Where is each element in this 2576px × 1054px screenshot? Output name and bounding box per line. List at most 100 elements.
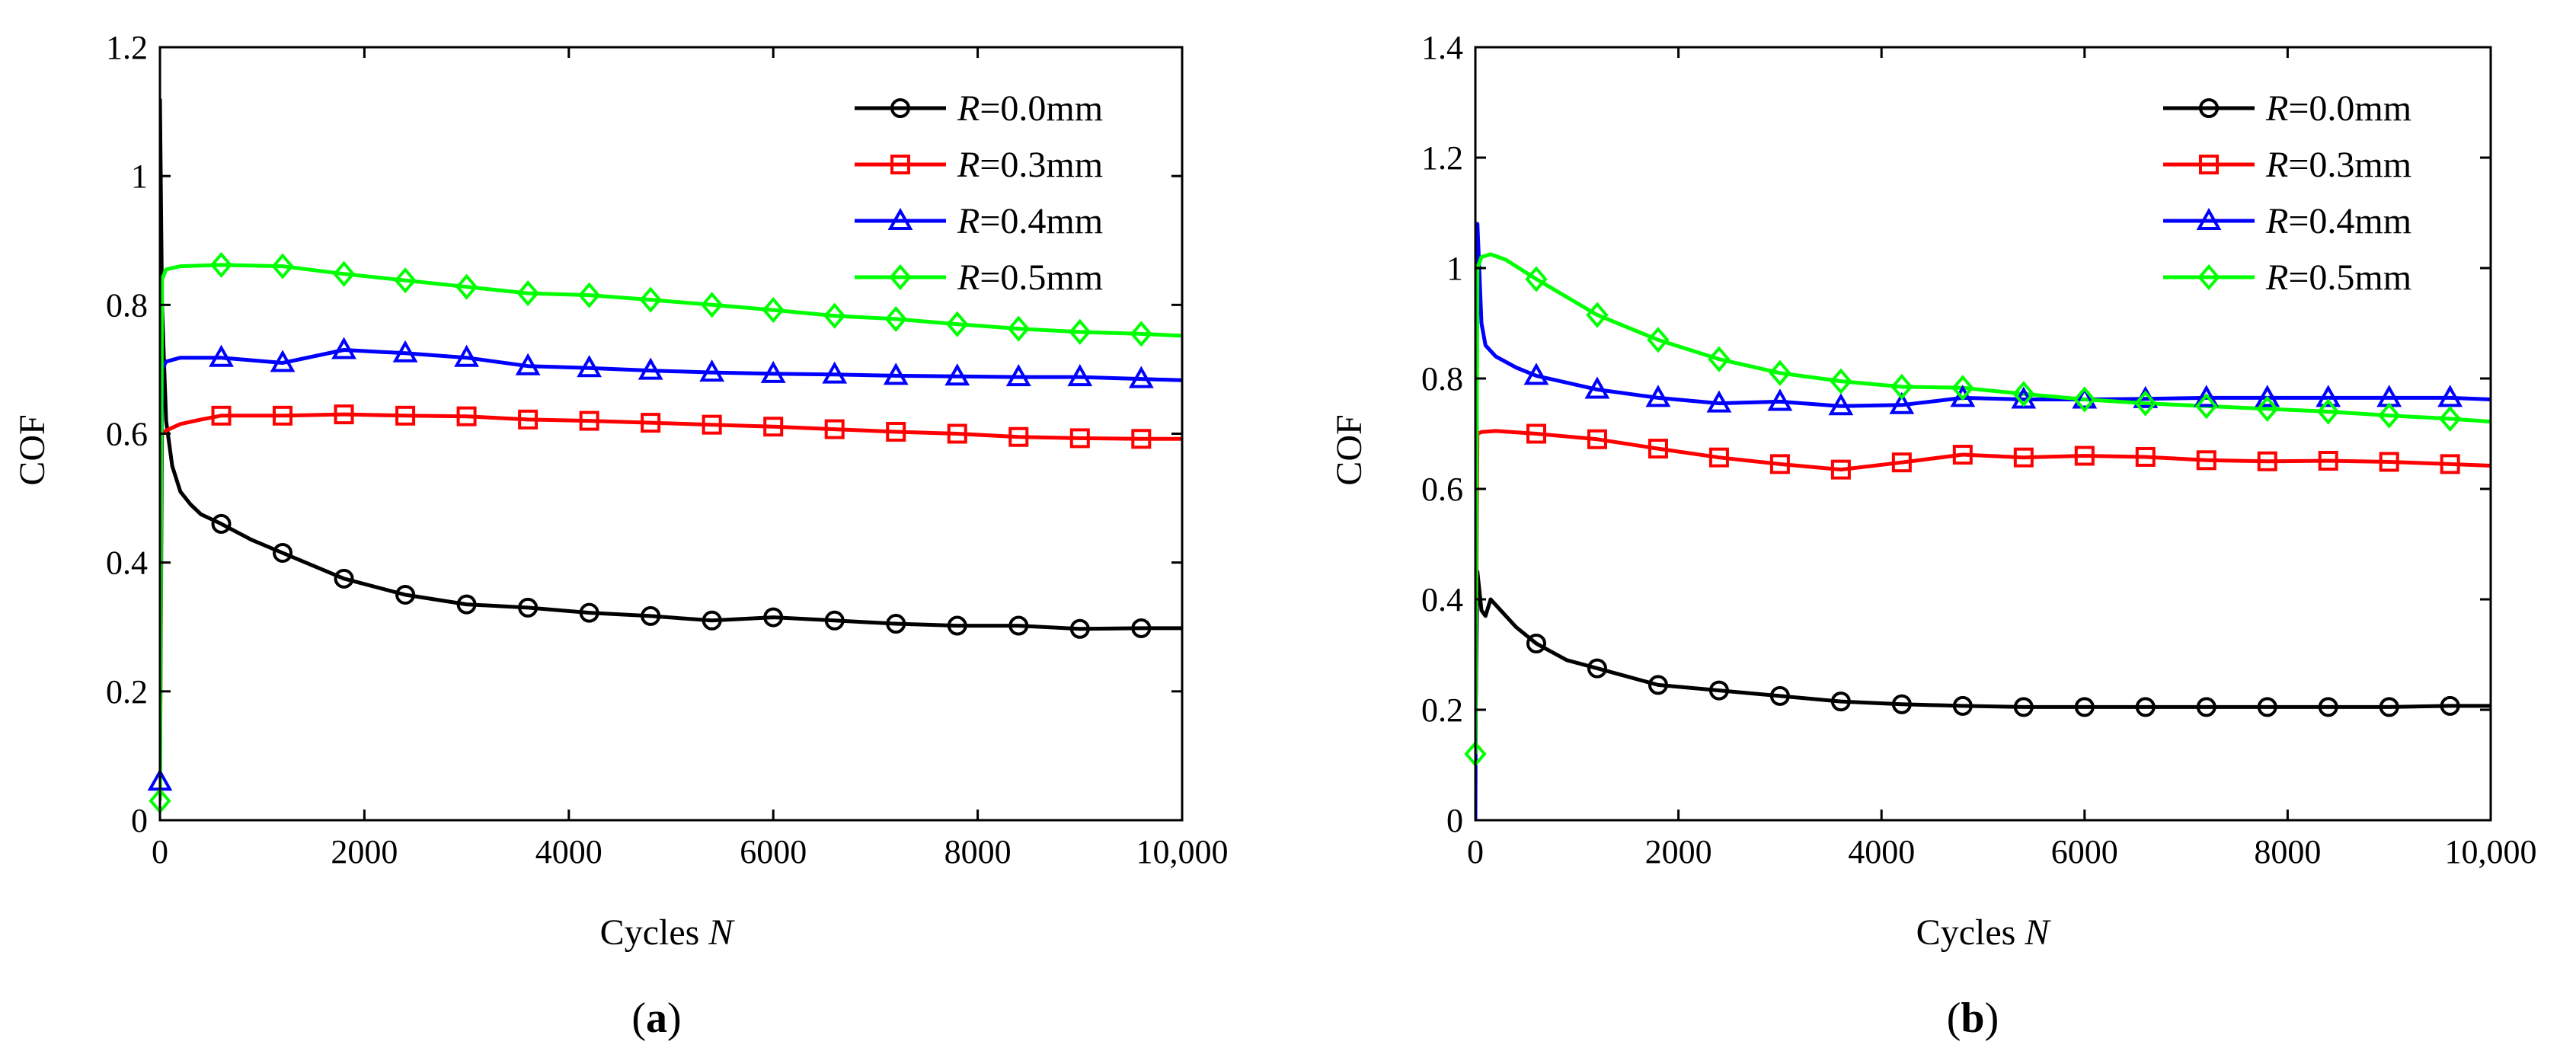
series-marker-b-3-7: [1890, 373, 1913, 400]
y-tick-label-a-0: 0: [131, 802, 148, 839]
series-marker-a-2-7: [577, 355, 602, 378]
series-marker-a-0-7: [641, 605, 661, 626]
legend-label-a-0: R=0.0mm: [957, 88, 1103, 129]
series-marker-a-0-13: [1008, 615, 1029, 636]
series-marker-a-3-4: [394, 267, 417, 294]
y-tick-label-b-6: 1.2: [1421, 139, 1463, 177]
plot-area-b: 0 2000 4000 6000 8000 10,000 0 0.2 0.4 0.6 0.8 1 1.2…: [1421, 29, 2537, 870]
legend-label-var-b-0: R: [2265, 88, 2288, 129]
series-marker-a-0-10: [824, 610, 845, 631]
y-tick-label-a-6: 1.2: [106, 29, 148, 66]
series-group-b: [1475, 222, 2491, 820]
series-marker-b-3-2: [1586, 302, 1609, 328]
series-marker-a-2-2: [270, 350, 296, 372]
y-tick-label-a-4: 0.8: [106, 286, 148, 324]
x-tick-label-a-3: 6000: [740, 833, 807, 870]
x-tick-label-a-4: 8000: [944, 833, 1012, 870]
series-marker-a-1-5: [518, 409, 539, 430]
series-marker-b-3-6: [1830, 368, 1852, 394]
series-marker-a-2-1: [209, 344, 234, 367]
legend-label-var-a-0: R: [957, 88, 980, 129]
series-marker-a-2-4: [392, 340, 418, 363]
series-marker-a-1-8: [702, 414, 722, 435]
y-axis-label-a: COF: [12, 414, 53, 485]
series-marker-b-2-4: [1767, 388, 1793, 411]
series-marker-a-1-3: [395, 405, 416, 426]
series-marker-a-0-5: [518, 597, 539, 618]
series-marker-a-3-9: [701, 292, 724, 318]
series-marker-b-2-9: [2072, 386, 2098, 409]
series-marker-a-3-3: [332, 260, 356, 287]
legend-label-var-a-1: R: [957, 145, 980, 185]
legend-label-value-a-2: =0.4mm: [980, 201, 1103, 241]
series-marker-b-1-11: [2196, 450, 2216, 471]
series-marker-b-0-3: [1708, 680, 1729, 701]
series-marker-b-0-5: [1830, 691, 1851, 712]
series-marker-b-1-13: [2318, 451, 2338, 471]
legend-label-value-b-0: =0.0mm: [2288, 88, 2411, 129]
series-line-b-1: [1475, 429, 2491, 755]
x-axis-label-var-b: N: [2024, 912, 2051, 953]
series-marker-a-3-6: [516, 280, 539, 307]
series-marker-a-0-12: [947, 615, 967, 636]
series-marker-a-1-4: [456, 406, 477, 426]
series-marker-b-3-11: [2134, 390, 2157, 417]
series-marker-a-3-8: [639, 286, 662, 313]
series-marker-a-0-14: [1069, 618, 1090, 639]
legend-label-value-b-1: =0.3mm: [2288, 145, 2411, 185]
series-marker-b-1-3: [1708, 447, 1729, 468]
x-tick-label-b-5: 10,000: [2445, 833, 2537, 870]
series-marker-a-3-2: [271, 253, 294, 279]
x-tick-label-a-0: 0: [152, 833, 168, 870]
y-tick-label-b-2: 0.4: [1421, 581, 1463, 618]
legend-marker-a-0: [890, 98, 910, 118]
series-marker-a-0-3: [395, 584, 416, 605]
legend-marker-a-3: [889, 264, 912, 291]
series-marker-a-1-1: [273, 405, 293, 426]
series-marker-a-0-8: [702, 610, 722, 631]
chart-panel-a: 0 2000 4000 6000 8000 10,000 0 0.2 0.4 0.6 0.8 1 1.2…: [12, 29, 1229, 1042]
series-marker-a-3-12: [884, 305, 907, 333]
series-marker-a-1-9: [763, 417, 784, 437]
series-marker-b-1-2: [1648, 439, 1668, 459]
legend-label-b-3: R=0.5mm: [2265, 257, 2411, 298]
series-marker-b-1-7: [1952, 445, 1973, 465]
legend-label-value-a-3: =0.5mm: [980, 257, 1103, 298]
legend-label-var-b-3: R: [2265, 257, 2288, 298]
legend-label-var-a-2: R: [957, 201, 980, 241]
series-marker-b-0-0: [1526, 634, 1546, 653]
series-marker-b-0-7: [1952, 695, 1973, 716]
series-marker-b-0-13: [2318, 697, 2338, 717]
series-marker-a-2-8: [638, 357, 663, 380]
legend-label-var-b-1: R: [2265, 145, 2288, 185]
series-line-b-0: [1475, 570, 2491, 738]
series-marker-b-2-13: [2316, 385, 2341, 407]
series-marker-b-1-10: [2135, 446, 2156, 467]
axes-frame-b: [1474, 46, 2492, 822]
series-marker-b-0-4: [1769, 685, 1790, 706]
series-marker-a-3-1: [209, 251, 233, 278]
series-marker-a-0-9: [763, 607, 784, 628]
series-marker-a-1-12: [947, 423, 967, 444]
legend-marker-b-1: [2199, 155, 2219, 174]
series-marker-a-2-10: [760, 360, 786, 383]
series-marker-b-0-1: [1587, 658, 1607, 679]
x-tick-label-a-2: 4000: [535, 833, 602, 870]
series-marker-a-3-7: [578, 282, 601, 308]
series-marker-b-2-12: [2255, 385, 2280, 407]
series-marker-a-1-10: [824, 419, 845, 439]
series-marker-b-3-5: [1769, 359, 1791, 386]
legend-marker-b-3: [2197, 264, 2220, 291]
series-marker-a-1-2: [334, 404, 354, 425]
series-group-a: [160, 98, 1182, 801]
series-marker-b-3-3: [1647, 327, 1670, 353]
series-marker-b-1-6: [1891, 452, 1912, 473]
y-tick-label-b-0: 0: [1446, 802, 1463, 839]
series-marker-a-1-7: [641, 413, 661, 433]
series-marker-a-1-11: [886, 421, 906, 442]
series-marker-a-1-13: [1008, 426, 1029, 447]
series-marker-b-1-0: [1526, 423, 1546, 444]
series-line-b-3: [1475, 252, 2491, 755]
series-marker-a-0-0: [211, 513, 232, 534]
x-tick-label-a-1: 2000: [331, 833, 398, 870]
